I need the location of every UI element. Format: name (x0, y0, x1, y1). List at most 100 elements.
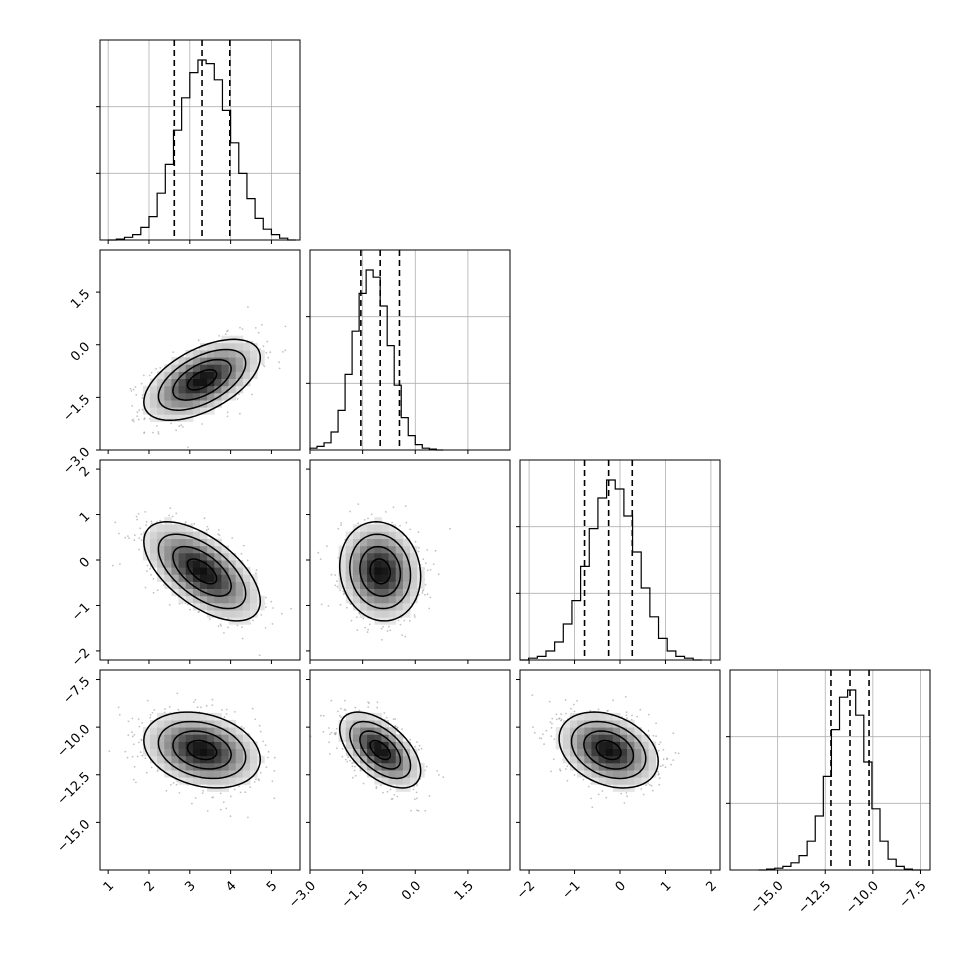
density-cell (352, 531, 361, 539)
density-cell (150, 378, 158, 387)
sample-point (152, 591, 155, 594)
density-cell (250, 357, 258, 365)
density-cell (570, 734, 578, 742)
sample-point (416, 797, 418, 800)
density-cell (620, 770, 628, 778)
sample-point (438, 774, 440, 776)
density-cell (360, 595, 368, 604)
sample-point (364, 626, 367, 629)
density-cell (352, 595, 361, 604)
x-tick-label: 2 (703, 878, 719, 894)
density-cell (577, 712, 585, 721)
sample-point (625, 792, 628, 794)
density-cell (605, 748, 614, 757)
density-cell (402, 560, 411, 568)
sample-point (672, 732, 675, 735)
density-cell (374, 574, 382, 582)
density-cell (374, 552, 382, 561)
sample-point (138, 741, 140, 744)
sample-point (322, 714, 325, 717)
density-cell (207, 581, 215, 589)
sample-point (428, 795, 431, 797)
density-cell (570, 720, 578, 728)
density-cell (577, 762, 585, 771)
density-cell (641, 770, 649, 778)
density-cell (171, 552, 179, 561)
sample-point (145, 771, 148, 774)
density-cell (207, 595, 215, 604)
density-cell (228, 588, 237, 597)
sample-point (363, 519, 366, 521)
density-cell (178, 378, 187, 387)
density-cell (605, 777, 614, 785)
density-cell (360, 552, 368, 561)
sample-point (550, 726, 553, 729)
density-cell (157, 755, 165, 764)
sample-point (270, 600, 273, 603)
sample-point (223, 716, 226, 719)
density-cell (200, 545, 208, 554)
density-cell (228, 741, 237, 749)
sample-point (219, 623, 222, 626)
density-cell (157, 741, 165, 749)
density-cell (598, 748, 607, 757)
sample-point (631, 714, 633, 717)
density-cell (214, 545, 222, 554)
density-cell (200, 777, 208, 785)
density-cell (402, 610, 411, 618)
density-cell (410, 762, 418, 771)
sample-point (394, 718, 397, 720)
x-tick-label: 0 (613, 878, 629, 894)
sample-point (172, 782, 175, 784)
sample-point (426, 569, 429, 572)
sample-point (182, 426, 184, 428)
density-cell (242, 378, 251, 387)
density-cell (381, 560, 389, 568)
density-cell (648, 755, 657, 764)
density-cell (374, 741, 382, 749)
sample-point (239, 326, 241, 329)
sample-point (219, 808, 222, 811)
density-cell (192, 588, 201, 597)
sample-point (247, 306, 249, 308)
sample-point (605, 796, 608, 799)
sample-point (227, 329, 229, 332)
sample-point (432, 563, 435, 565)
sample-point (278, 361, 280, 364)
density-cell (221, 552, 229, 561)
sample-point (403, 619, 406, 622)
sample-point (206, 810, 209, 812)
density-cell (157, 531, 165, 539)
sample-point (655, 722, 657, 725)
density-cell (200, 407, 208, 415)
sample-point (130, 390, 133, 392)
density-cell (150, 531, 158, 539)
sample-point (246, 559, 249, 562)
density-contour (369, 558, 392, 585)
sample-point (137, 418, 140, 421)
x-tick-label: 3 (182, 878, 198, 894)
sample-point (266, 340, 269, 343)
x-tick-label: 1 (101, 878, 117, 894)
density-cell (410, 588, 418, 597)
density-cell (584, 762, 592, 771)
sample-point (589, 709, 592, 712)
sample-point (333, 732, 336, 734)
density-cell (214, 400, 222, 408)
sample-point (227, 617, 229, 620)
sample-point (240, 553, 243, 555)
density-cell (612, 748, 621, 757)
density-cell (200, 734, 208, 742)
density-cell (185, 588, 194, 597)
sample-point (252, 619, 254, 622)
density-cell (178, 762, 187, 771)
sample-point (626, 717, 628, 720)
sample-point (143, 418, 146, 421)
sample-point (346, 606, 348, 609)
sample-point (131, 735, 134, 738)
density-cell (214, 371, 222, 379)
density-cell (200, 727, 208, 735)
density-cell (207, 392, 215, 401)
density-cell (157, 414, 165, 422)
sample-point (422, 589, 425, 591)
